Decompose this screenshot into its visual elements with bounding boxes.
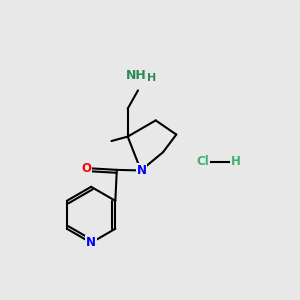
Text: NH: NH <box>126 69 147 82</box>
Text: O: O <box>82 162 92 175</box>
Text: N: N <box>136 164 146 177</box>
Text: H: H <box>147 73 156 83</box>
Text: H: H <box>230 155 240 168</box>
Text: N: N <box>86 236 96 249</box>
Text: Cl: Cl <box>196 155 209 168</box>
